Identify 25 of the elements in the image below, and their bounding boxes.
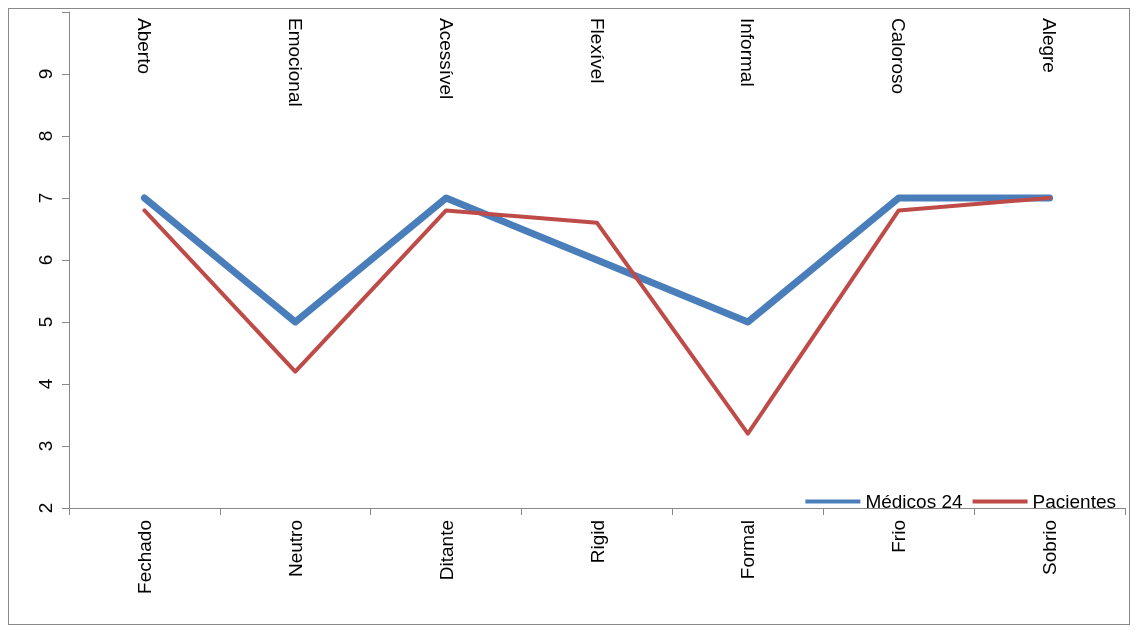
x-tick-label: Ditante	[435, 520, 457, 581]
y-tick-label: 9	[35, 68, 56, 80]
y-tick-label: 6	[35, 254, 56, 266]
y-tick-label: 3	[35, 440, 56, 452]
x-tick-label: Frio	[888, 520, 910, 553]
annotation: Acessível	[435, 18, 457, 100]
x-tick-label: Neutro	[284, 520, 306, 578]
y-tick-label: 5	[35, 316, 56, 328]
y-tick-label: 4	[35, 378, 56, 390]
annotation: Emocional	[284, 18, 306, 107]
x-tick-label: Formal	[737, 520, 759, 580]
y-tick-label: 7	[35, 192, 56, 204]
y-tick-label: 8	[35, 130, 56, 142]
legend-label: Médicos 24	[865, 491, 963, 512]
legend-label: Pacientes	[1032, 491, 1117, 512]
annotation: Informal	[737, 18, 759, 87]
y-tick-label: 2	[35, 502, 56, 514]
annotation: Caloroso	[888, 18, 910, 95]
x-tick-label: Fechado	[133, 520, 155, 594]
annotation: Alegre	[1039, 18, 1061, 73]
x-tick-label: Sobrio	[1039, 520, 1061, 575]
annotation: Flexível	[586, 18, 608, 84]
x-tick-label: Rigid	[586, 520, 608, 564]
line-series	[142, 196, 1052, 436]
annotation: Aberto	[133, 18, 155, 74]
